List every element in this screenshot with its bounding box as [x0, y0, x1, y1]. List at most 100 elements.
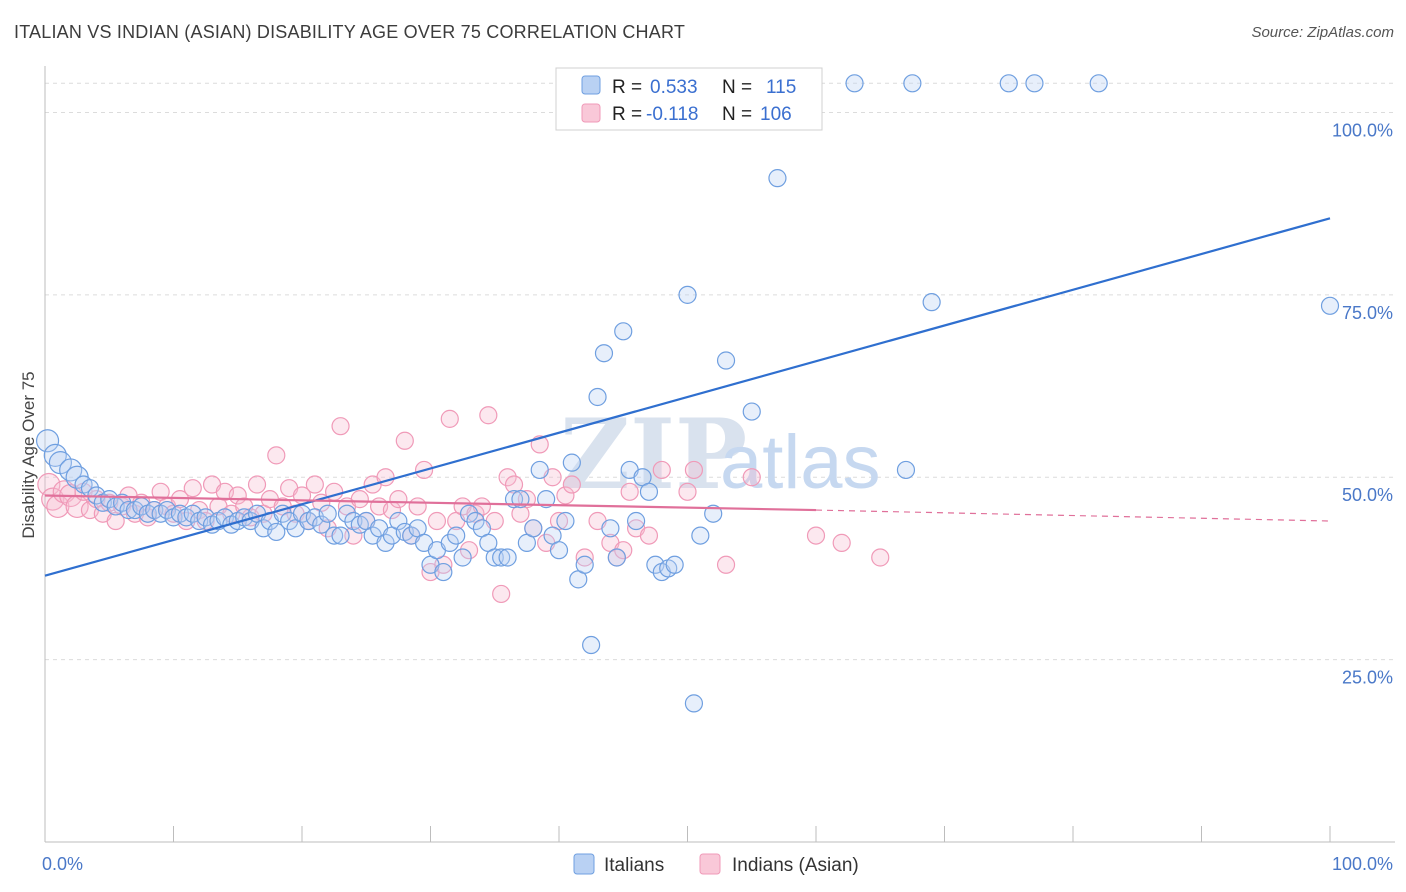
indian-point	[871, 548, 890, 567]
italian-point	[716, 351, 736, 370]
indian-point	[562, 475, 581, 494]
bottom-legend-indians: Indians (Asian)	[732, 855, 859, 876]
indian-point	[684, 460, 704, 480]
indian-point	[389, 490, 408, 509]
x-tick-labels: 0.0% 100.0%	[42, 854, 1393, 874]
italian-point	[453, 548, 472, 567]
italian-point	[434, 562, 453, 582]
italian-point	[59, 458, 83, 482]
y-tick-label: 25.0%	[1342, 668, 1393, 688]
italian-point	[498, 548, 517, 567]
italian-point	[594, 344, 614, 363]
watermark-zip: ZIP	[560, 398, 747, 511]
indian-point	[652, 460, 671, 480]
legend-r-value-1: 0.533	[650, 77, 698, 98]
italian-point	[537, 490, 556, 509]
indians-trend-line	[44, 494, 817, 512]
source-label: Source: ZipAtlas.com	[1251, 24, 1394, 41]
italian-point	[1320, 296, 1340, 315]
italian-point	[556, 511, 575, 531]
italian-point	[601, 519, 620, 538]
indian-point	[344, 526, 363, 545]
italian-point	[312, 515, 331, 534]
indian-point	[517, 490, 536, 509]
legend-r-label-2: R =	[612, 104, 642, 125]
italian-point	[331, 526, 350, 545]
y-tick-label: 100.0%	[1332, 120, 1393, 140]
y-tick-label: 75.0%	[1342, 303, 1393, 323]
italian-point	[575, 555, 594, 574]
italian-point	[903, 74, 922, 93]
indians-trend-extension	[815, 509, 1331, 522]
legend-swatch-italians	[581, 75, 601, 95]
indian-point	[247, 475, 267, 494]
italian-point	[607, 548, 626, 567]
legend-swatch-indians	[581, 103, 601, 123]
indian-point	[427, 511, 447, 531]
x-tick-label: 0.0%	[42, 854, 83, 874]
indian-point	[832, 533, 851, 552]
indian-point	[305, 475, 324, 494]
bottom-legend-swatch-indians	[699, 853, 721, 875]
gridlines	[45, 82, 1395, 661]
indian-point	[492, 584, 511, 604]
axes	[44, 66, 1395, 843]
italian-point	[325, 526, 344, 545]
italians-points	[35, 74, 1340, 713]
y-tick-label: 50.0%	[1342, 485, 1393, 505]
italian-point	[492, 548, 511, 567]
italian-point	[922, 293, 941, 312]
italian-point	[999, 74, 1018, 93]
indian-point	[575, 548, 594, 567]
italian-point	[376, 533, 395, 552]
indian-point	[614, 541, 633, 560]
italian-point	[1089, 74, 1108, 93]
bottom-legend-swatch-italians	[573, 853, 595, 875]
bottom-legend-italians: Italians	[604, 855, 664, 876]
italian-point	[562, 453, 581, 472]
italian-point	[768, 169, 787, 188]
italian-point	[337, 504, 357, 523]
indian-point	[183, 479, 202, 498]
italian-point	[845, 74, 864, 93]
x-tick-label: 100.0%	[1332, 854, 1393, 874]
italian-point	[35, 429, 60, 453]
indian-point	[479, 406, 498, 425]
indian-point	[498, 468, 517, 487]
italian-point	[588, 387, 607, 407]
indian-point	[331, 417, 350, 436]
legend-n-label-2: N =	[722, 104, 752, 125]
italian-point	[318, 504, 337, 523]
italian-point	[691, 526, 710, 545]
indian-point	[440, 409, 459, 428]
italian-point	[440, 533, 459, 552]
italian-point	[678, 285, 697, 304]
legend-r-value-2: -0.118	[646, 104, 698, 125]
series-legend: Italians Indians (Asian)	[573, 853, 859, 876]
italian-point	[530, 460, 549, 480]
italian-point	[704, 504, 723, 523]
legend-n-value-2: 106	[760, 104, 792, 125]
italian-point	[582, 635, 601, 655]
italian-point	[665, 555, 684, 574]
indian-point	[716, 555, 736, 574]
legend-n-label-1: N =	[722, 77, 752, 98]
italian-point	[896, 460, 916, 480]
italian-point	[447, 526, 466, 545]
italian-point	[459, 504, 479, 523]
correlation-legend: R = 0.533 N = 115 R = -0.118 N = 106	[555, 67, 823, 131]
italians-trend-line	[44, 217, 1331, 577]
indian-point	[395, 431, 414, 450]
italian-point	[389, 511, 408, 531]
indian-point	[620, 482, 639, 501]
legend-r-label-1: R =	[612, 77, 642, 98]
indian-point	[408, 497, 427, 516]
watermark: ZIP atlas	[560, 398, 881, 511]
trend-lines	[44, 217, 1331, 577]
indian-point	[267, 446, 286, 465]
indian-point	[639, 526, 659, 545]
italian-point	[466, 511, 485, 531]
italian-point	[626, 511, 646, 531]
y-axis-label: Disability Age Over 75	[19, 371, 38, 538]
